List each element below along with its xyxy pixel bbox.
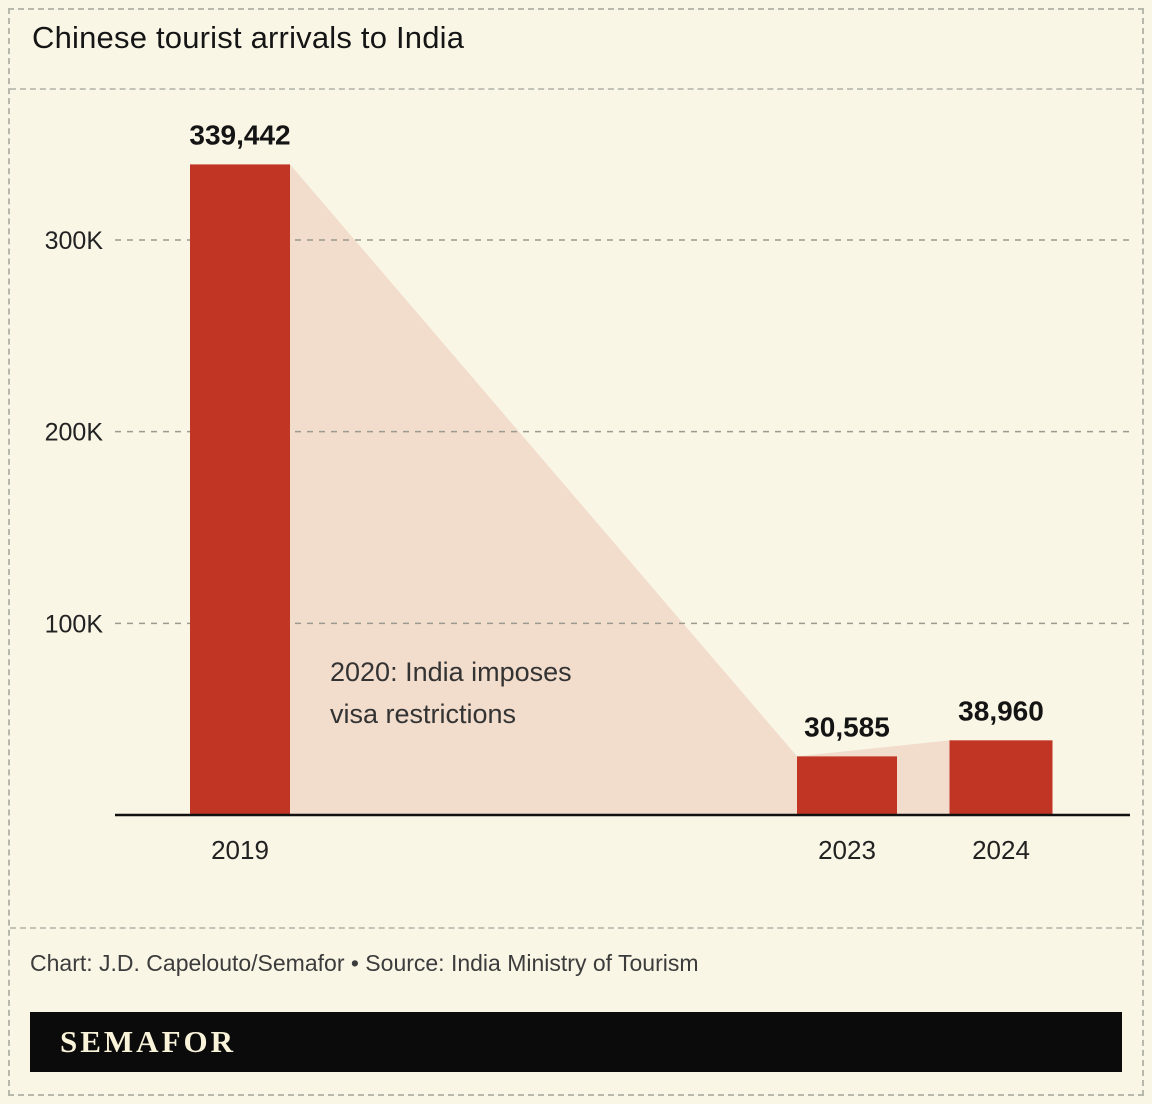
bar-2019 xyxy=(190,164,290,815)
semafor-logo-bar: SEMAFOR xyxy=(30,1012,1122,1072)
semafor-logo: SEMAFOR xyxy=(60,1024,236,1059)
decline-area xyxy=(290,164,950,815)
y-axis-tick-label: 300K xyxy=(45,227,104,255)
bar-value-label: 38,960 xyxy=(958,695,1044,726)
annotation-text: visa restrictions xyxy=(330,699,516,729)
x-axis-label: 2024 xyxy=(972,835,1030,865)
x-axis-label: 2019 xyxy=(211,835,269,865)
annotation-text: 2020: India imposes xyxy=(330,657,572,687)
chart-credit: Chart: J.D. Capelouto/Semafor • Source: … xyxy=(30,950,699,976)
bar-2023 xyxy=(797,756,897,815)
chart-title: Chinese tourist arrivals to India xyxy=(32,20,465,55)
y-axis-tick-label: 100K xyxy=(45,610,104,638)
bar-value-label: 339,442 xyxy=(189,119,290,150)
bar-chart: 100K 200K 300K 339,442 2019 30,585 2023 38,960 2… xyxy=(0,95,1152,885)
bar-2024 xyxy=(949,740,1053,815)
footer-divider xyxy=(10,927,1142,929)
title-divider xyxy=(10,88,1142,90)
y-axis-tick-label: 200K xyxy=(45,419,104,447)
bar-value-label: 30,585 xyxy=(804,711,890,742)
x-axis-label: 2023 xyxy=(818,835,876,865)
bar-chart-svg: 100K 200K 300K 339,442 2019 30,585 2023 38,960 2… xyxy=(45,119,1130,865)
